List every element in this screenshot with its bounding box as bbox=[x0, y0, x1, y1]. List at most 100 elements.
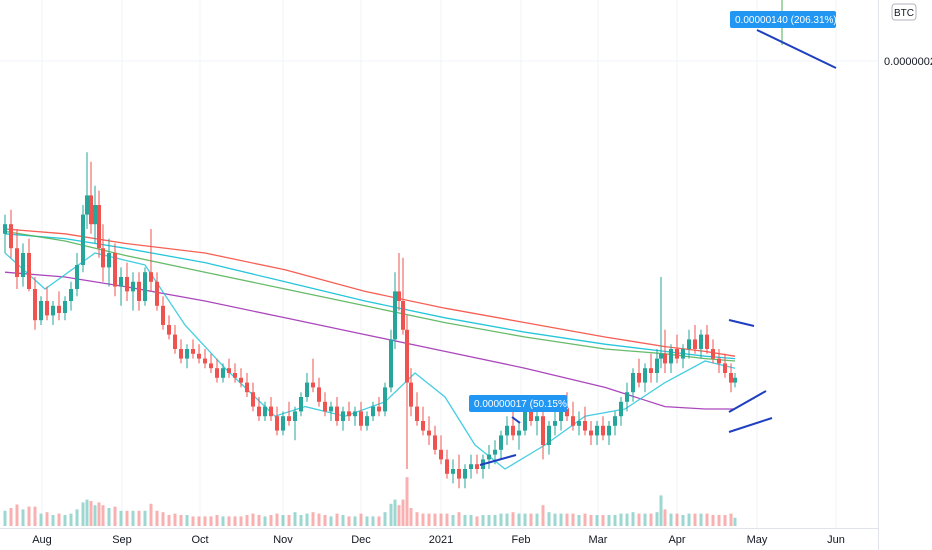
candle-body bbox=[39, 301, 43, 321]
candle-body bbox=[541, 416, 545, 445]
volume-bar bbox=[589, 515, 593, 526]
candle-body bbox=[215, 368, 219, 378]
candle-body bbox=[577, 421, 581, 426]
volume-bar bbox=[457, 512, 461, 526]
candle-body bbox=[613, 416, 617, 426]
candle-body bbox=[245, 382, 249, 393]
candle-body bbox=[717, 358, 721, 364]
grid bbox=[0, 0, 878, 528]
plot-background bbox=[0, 0, 878, 528]
candle-down bbox=[637, 358, 641, 388]
trend-line bbox=[728, 319, 755, 327]
candle-up bbox=[505, 416, 509, 445]
volume-bar bbox=[227, 516, 231, 526]
candle-down bbox=[149, 229, 153, 292]
candle-body bbox=[397, 291, 401, 301]
volume-bar bbox=[89, 501, 93, 526]
volume-bar bbox=[81, 502, 85, 526]
candle-body bbox=[517, 430, 521, 436]
candle-body bbox=[143, 272, 147, 301]
volume-bar bbox=[439, 513, 443, 526]
candle-down bbox=[239, 368, 243, 388]
moving-average-red bbox=[4, 228, 736, 357]
candle-down bbox=[347, 401, 351, 421]
candle-up bbox=[93, 185, 97, 244]
candle-down bbox=[97, 190, 101, 258]
candle-body bbox=[393, 291, 397, 340]
candle-body bbox=[173, 334, 177, 349]
volume-bar bbox=[311, 512, 315, 526]
candle-down bbox=[427, 416, 431, 445]
volume-bar bbox=[51, 515, 55, 526]
volume-bar bbox=[637, 513, 641, 526]
candle-body bbox=[323, 401, 327, 412]
volume-bar bbox=[733, 517, 737, 526]
volume-bar bbox=[335, 513, 339, 526]
volume-bar bbox=[85, 499, 89, 526]
volume-bar bbox=[347, 516, 351, 526]
volume-bar bbox=[541, 505, 545, 526]
candle-body bbox=[257, 406, 261, 417]
volume-bar bbox=[511, 512, 515, 526]
candle-up bbox=[51, 301, 55, 325]
volume-bar bbox=[499, 513, 503, 526]
x-tick-label: Nov bbox=[273, 534, 293, 546]
volume-bar bbox=[191, 516, 195, 526]
volume-bar bbox=[505, 513, 509, 526]
candle-up bbox=[577, 411, 581, 436]
unit-badge: BTC bbox=[891, 3, 917, 21]
volume-bar bbox=[625, 513, 629, 526]
candle-body bbox=[559, 406, 563, 421]
candle-body bbox=[529, 411, 533, 421]
volume-bar bbox=[101, 505, 105, 526]
candle-body bbox=[149, 272, 153, 282]
candle-body bbox=[179, 349, 183, 359]
candle-body bbox=[161, 305, 165, 325]
candle-body bbox=[347, 411, 351, 417]
volume-bar bbox=[571, 513, 575, 526]
volume-bar bbox=[3, 510, 7, 526]
candle-body bbox=[227, 368, 231, 373]
candle-up bbox=[547, 421, 551, 455]
candles bbox=[3, 152, 737, 489]
volume-bar bbox=[57, 513, 61, 526]
volume-bar bbox=[107, 508, 111, 526]
volume-bar bbox=[669, 513, 673, 526]
volume-bar bbox=[269, 515, 273, 526]
candle-body bbox=[233, 373, 237, 378]
candle-body bbox=[439, 449, 443, 460]
candle-body bbox=[93, 205, 97, 225]
volume-bar bbox=[427, 513, 431, 526]
candle-body bbox=[21, 253, 25, 277]
candle-body bbox=[457, 469, 461, 479]
candle-down bbox=[269, 397, 273, 421]
candle-down bbox=[421, 406, 425, 436]
price-axis[interactable]: 0.000000200.000000400.000000600.00000080… bbox=[878, 0, 932, 550]
candle-body bbox=[505, 425, 509, 436]
candle-body bbox=[365, 416, 369, 426]
candle-down bbox=[251, 382, 255, 412]
volume-bar bbox=[433, 513, 437, 526]
candle-body bbox=[711, 349, 715, 359]
candle-down bbox=[433, 425, 437, 455]
candle-down bbox=[415, 392, 419, 426]
candle-body bbox=[45, 301, 49, 316]
candle-body bbox=[281, 416, 285, 431]
time-axis[interactable]: Aug Sep Oct Nov Dec 2021 Feb Mar Apr May Jun bbox=[0, 528, 878, 547]
candle-body bbox=[335, 406, 339, 421]
candle-body bbox=[89, 195, 93, 225]
volume-bar bbox=[27, 506, 31, 526]
candle-up bbox=[85, 152, 89, 229]
candle-up bbox=[131, 272, 135, 311]
trend-line bbox=[728, 417, 773, 433]
candle-up bbox=[39, 296, 43, 325]
candle-body bbox=[565, 406, 569, 417]
trend-line bbox=[511, 416, 521, 424]
volume-bar bbox=[655, 512, 659, 526]
unit-badge-label: BTC bbox=[894, 8, 914, 19]
candle-body bbox=[451, 469, 455, 474]
candle-body bbox=[433, 435, 437, 450]
candle-body bbox=[699, 334, 703, 349]
volume-bar bbox=[45, 512, 49, 526]
